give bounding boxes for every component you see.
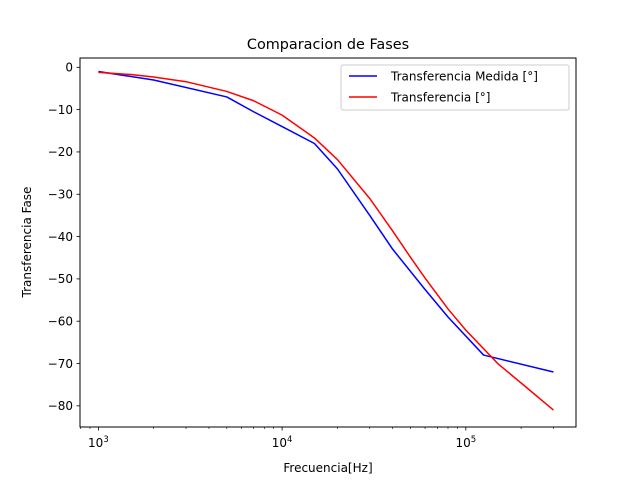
plot-area — [98, 70, 554, 411]
y-axis-label: Transferencia Fase — [20, 187, 34, 299]
x-tick-label-base: 10 — [455, 436, 470, 450]
x-tick-label-base: 10 — [88, 436, 103, 450]
legend: Transferencia Medida [°] Transferencia [°… — [340, 64, 570, 111]
axes-frame — [79, 57, 577, 428]
legend-box — [340, 64, 570, 111]
x-tick-label-exponent: 4 — [287, 435, 292, 445]
y-tick-label: −30 — [48, 188, 73, 202]
x-tick-label-base: 10 — [272, 436, 287, 450]
series-line-1 — [98, 70, 554, 373]
y-tick-label: −60 — [48, 315, 73, 329]
legend-label-2: Transferencia [°] — [390, 90, 490, 104]
legend-label-1: Transferencia Medida [°] — [390, 69, 538, 83]
x-tick-label: 103 — [88, 435, 109, 450]
series-line-2 — [98, 71, 554, 411]
x-tick-label-exponent: 5 — [471, 435, 476, 445]
x-tick-label-exponent: 3 — [103, 435, 108, 445]
x-tick-label: 104 — [272, 435, 293, 450]
x-tick-label: 105 — [455, 435, 476, 450]
y-tick-label: −20 — [48, 145, 73, 159]
y-tick-label: −80 — [48, 399, 73, 413]
y-tick-label: −50 — [48, 272, 73, 286]
x-axis-label: Frecuencia[Hz] — [283, 461, 372, 475]
chart-title: Comparacion de Fases — [247, 37, 409, 53]
y-tick-label: 0 — [65, 61, 73, 75]
y-tick-label: −10 — [48, 103, 73, 117]
y-tick-label: −70 — [48, 357, 73, 371]
y-tick-label: −40 — [48, 230, 73, 244]
